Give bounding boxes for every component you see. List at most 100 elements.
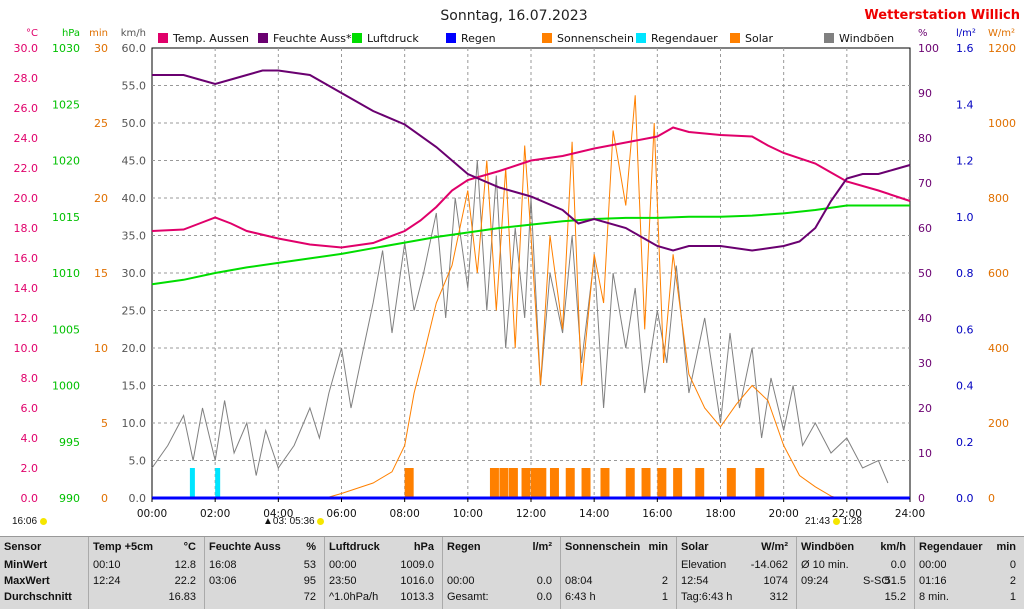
axis-tick: 40 (918, 312, 932, 325)
stats-cell-value: 51.5 (884, 575, 906, 587)
stats-cell-value: 22.2 (174, 575, 196, 587)
stats-column: Solar W/m² Elevation -14.062 12:54 1074 Tag:6:… (676, 537, 796, 609)
stats-row: 12:24 22.2 (93, 573, 200, 589)
stats-row: 16:08 53 (209, 557, 320, 573)
stats-row: 16.83 (93, 589, 200, 605)
legend-swatch (446, 33, 456, 43)
stats-row (447, 557, 556, 573)
stats-row: MinWert (4, 557, 84, 573)
axis-tick: 22.0 (14, 162, 39, 175)
axis-tick: 600 (988, 267, 1009, 280)
axis-tick: 50 (918, 267, 932, 280)
stats-cell-value: 0.0 (536, 575, 552, 587)
stats-cell-time: 23:50 (329, 575, 357, 587)
axis-tick: 0 (918, 492, 925, 505)
stats-row: Gesamt: 0.0 (447, 589, 556, 605)
axis-tick: 45.0 (122, 155, 147, 168)
stats-unit: min (996, 541, 1016, 553)
stats-column: Sensor MinWert MaxWert Durchschnitt (0, 537, 88, 609)
axes: °C 30.0 28.0 26.0 24.0 22.0 20.0 18.0 16.0 14.0 12… (14, 28, 1017, 505)
bar (600, 468, 610, 498)
bar (404, 468, 414, 498)
axis-tick: 1005 (52, 323, 80, 336)
weather-chart: Sonntag, 16.07.2023 Wetterstation Willic… (14, 8, 1021, 520)
axis-unit: W/m² (988, 28, 1015, 39)
stats-cell-value: 16.83 (168, 591, 196, 603)
x-tick-label: 16:00 (642, 508, 672, 520)
bar (508, 468, 518, 498)
station-name: Wetterstation Willich (864, 8, 1020, 23)
stats-row: 12:54 1074 (681, 573, 792, 589)
stats-column: Regendauer min 00:00 0 01:16 2 8 min. 1 (914, 537, 1024, 609)
axis-tick: 1020 (52, 155, 80, 168)
axis-tick: 20 (94, 192, 108, 205)
stats-cell-value: 1 (661, 591, 668, 603)
axis-tick: 1015 (52, 211, 80, 224)
legend-swatch (258, 33, 268, 43)
stats-row: 23:50 1016.0 (329, 573, 438, 589)
x-tick-label: 12:00 (516, 508, 546, 520)
axis-tick: 6.0 (21, 402, 39, 415)
bar (581, 468, 591, 498)
sunrise-icon (317, 517, 325, 525)
legend-swatch (636, 33, 646, 43)
stats-cell-value: -14.062 (750, 559, 788, 571)
x-tick-label: 08:00 (390, 508, 420, 520)
axis-tick: 12.0 (14, 312, 39, 325)
stats-cell-time: Gesamt: (447, 591, 489, 603)
axis-tick: 35.0 (122, 230, 147, 243)
stats-unit: l/m² (532, 541, 552, 553)
stats-cell-time: ^1.0hPa/h (329, 591, 379, 603)
axis-tick: 55.0 (122, 80, 147, 93)
chart-title: Sonntag, 16.07.2023 (440, 8, 587, 24)
stats-column: Windböen km/h Ø 10 min. 0.0 09:24 S-SO 51.5 15.… (796, 537, 914, 609)
x-tick-label: 04:00 (263, 508, 293, 520)
stats-header: Regendauer (919, 541, 983, 553)
stats-cell-value: 1016.0 (400, 575, 434, 587)
stats-unit: % (306, 541, 316, 553)
series-line (151, 126, 911, 249)
stats-cell-time: 00:00 (329, 559, 357, 571)
axis-tick: 1.6 (956, 42, 974, 55)
x-tick-label: 02:00 (200, 508, 230, 520)
stats-row: 6:43 h 1 (565, 589, 672, 605)
stats-cell-value: 1 (1009, 591, 1016, 603)
legend: Temp. Aussen Feuchte Auss* Luftdruck Regen S… (158, 32, 894, 45)
stats-cell-time: 00:00 (919, 559, 947, 571)
legend-label: Temp. Aussen (172, 32, 249, 45)
stats-row: Ø 10 min. 0.0 (801, 557, 910, 573)
bar (499, 468, 509, 498)
stats-cell-value: 2 (661, 575, 668, 587)
series-line (151, 160, 889, 484)
axis-tick: 80 (918, 132, 932, 145)
legend-label: Solar (745, 32, 774, 45)
stats-row: ^1.0hPa/h 1013.3 (329, 589, 438, 605)
stats-column: Temp +5cm °C 00:10 12.8 12:24 22.2 16.83 (88, 537, 204, 609)
stats-cell-value: 53 (303, 559, 316, 571)
axis-tick: 1025 (52, 98, 80, 111)
legend-label: Regen (461, 32, 496, 45)
stats-cell-time: Durchschnitt (4, 591, 72, 603)
stats-cell-value: 0.0 (890, 559, 906, 571)
series-line (152, 69, 911, 252)
bar (625, 468, 635, 498)
stats-cell-time: 08:04 (565, 575, 593, 587)
series-line (325, 95, 838, 499)
axis-tick: 1000 (988, 117, 1016, 130)
axis-tick: 1200 (988, 42, 1016, 55)
stats-cell-value: 1074 (763, 575, 788, 587)
stats-cell-time: Ø 10 min. (801, 559, 849, 571)
stats-cell-time: 09:24 (801, 575, 829, 587)
axis-unit: % (918, 28, 928, 39)
axis-tick: 0.2 (956, 436, 974, 449)
axis-tick: 990 (59, 492, 80, 505)
axis-tick: 200 (988, 417, 1009, 430)
stats-row: 00:00 0 (919, 557, 1020, 573)
stats-row: 09:24 S-SO 51.5 (801, 573, 910, 589)
stats-row: 00:00 0.0 (447, 573, 556, 589)
bar (695, 468, 705, 498)
stats-column: Feuchte Auss% 16:08 53 03:06 95 72 (204, 537, 324, 609)
stats-cell-value: 0 (1009, 559, 1016, 571)
stats-cell-value: 1009.0 (400, 559, 434, 571)
axis-tick: 20 (918, 402, 932, 415)
